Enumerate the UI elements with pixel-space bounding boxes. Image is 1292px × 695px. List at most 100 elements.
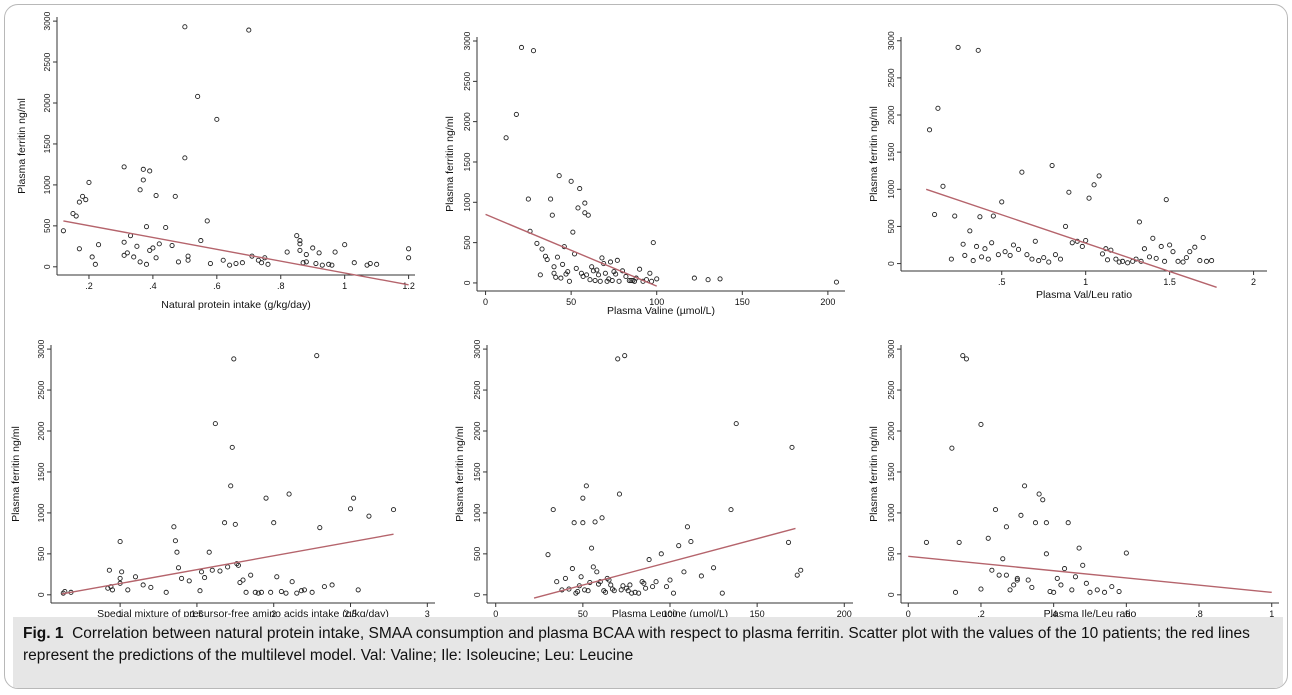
data-point: [578, 574, 584, 580]
data-point: [688, 539, 694, 545]
data-point: [599, 515, 605, 521]
y-tick-label: 3000: [42, 11, 52, 30]
data-point: [147, 247, 153, 253]
data-point: [615, 356, 621, 362]
data-point: [653, 579, 659, 585]
data-point: [366, 513, 372, 519]
y-tick-label: 1500: [42, 134, 52, 153]
data-point: [316, 250, 322, 256]
data-point: [654, 276, 660, 282]
data-point: [575, 588, 581, 595]
data-point: [1083, 580, 1089, 586]
x-tick-label: 1.5: [1163, 277, 1176, 287]
y-tick-label: 2000: [36, 421, 46, 440]
data-point: [545, 552, 551, 558]
data-point: [1000, 556, 1006, 562]
data-point: [595, 272, 602, 278]
x-tick-label: 1: [1269, 609, 1274, 619]
x-tick-label: 100: [662, 609, 677, 619]
y-tick-label: 1000: [886, 180, 896, 199]
y-tick-label: 0: [886, 592, 896, 597]
data-point: [374, 261, 380, 267]
data-point: [185, 257, 191, 263]
data-point: [1003, 524, 1009, 530]
data-point: [1065, 520, 1071, 526]
x-tick-label: 200: [820, 297, 835, 307]
data-point: [556, 173, 562, 179]
x-tick-label: 100: [649, 297, 664, 307]
x-tick-label: .8: [1195, 609, 1203, 619]
data-point: [317, 525, 323, 531]
data-point: [231, 356, 237, 362]
data-point: [1120, 258, 1126, 264]
y-tick-label: 3000: [472, 339, 482, 358]
x-tick-label: .4: [149, 281, 157, 291]
data-point: [268, 589, 274, 595]
data-point: [1136, 219, 1142, 225]
data-point: [274, 574, 280, 580]
data-point: [1150, 235, 1156, 241]
data-point: [632, 589, 638, 595]
x-axis-label: Plasma Val/Leu ratio: [1036, 289, 1132, 301]
data-point: [549, 212, 555, 218]
data-point: [1069, 587, 1075, 593]
data-point: [329, 582, 335, 588]
data-point: [255, 590, 261, 596]
data-point: [175, 565, 182, 571]
data-point: [637, 266, 643, 272]
data-point: [195, 93, 201, 99]
data-point: [570, 229, 576, 235]
y-tick-label: 3000: [886, 31, 896, 50]
data-point: [204, 218, 210, 224]
data-point: [970, 258, 976, 264]
y-tick-label: 500: [886, 546, 896, 560]
data-point: [297, 241, 303, 247]
data-point: [1002, 249, 1008, 255]
data-point: [153, 255, 159, 261]
data-point: [1094, 587, 1100, 593]
data-point: [582, 210, 588, 216]
x-tick-label: .2: [85, 281, 93, 291]
figure-caption: Fig. 1 Correlation between natural prote…: [13, 617, 1283, 688]
data-point: [646, 557, 652, 563]
y-axis-label: Plasma ferritin ng/ml: [10, 426, 22, 522]
data-point: [513, 111, 519, 117]
y-tick-label: 2000: [886, 105, 896, 124]
data-point: [355, 587, 361, 593]
data-point: [833, 279, 839, 285]
data-point: [798, 567, 804, 573]
data-point: [106, 567, 112, 573]
data-point: [137, 187, 143, 193]
y-tick-label: 2500: [36, 380, 46, 399]
data-point: [1054, 575, 1060, 581]
data-point: [1014, 577, 1020, 583]
data-point: [1032, 238, 1038, 244]
data-point: [975, 47, 981, 53]
data-point: [140, 166, 146, 172]
data-point: [558, 275, 564, 281]
y-tick-label: 2000: [472, 421, 482, 440]
x-tick-label: 50: [578, 609, 588, 619]
data-point: [992, 507, 999, 513]
data-point: [232, 521, 238, 527]
data-point: [1007, 587, 1013, 593]
data-point: [1080, 562, 1086, 568]
model-prediction-line: [908, 555, 1272, 594]
data-point: [960, 241, 966, 247]
data-point: [406, 255, 412, 261]
data-point: [174, 549, 180, 555]
y-tick-label: 0: [42, 264, 52, 269]
data-point: [202, 575, 208, 581]
y-tick-label: 1500: [462, 152, 472, 171]
data-point: [172, 193, 178, 199]
data-point: [599, 255, 605, 261]
data-point: [717, 276, 723, 282]
data-point: [1197, 258, 1203, 264]
data-point: [592, 277, 598, 284]
data-point: [342, 242, 348, 248]
data-point: [582, 587, 588, 593]
data-point: [163, 589, 169, 595]
data-point: [235, 562, 241, 568]
data-point: [565, 269, 571, 275]
